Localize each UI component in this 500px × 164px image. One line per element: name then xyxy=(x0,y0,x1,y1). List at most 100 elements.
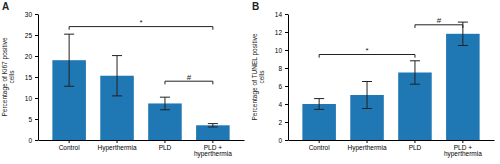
annotation-texts: *# xyxy=(139,18,191,82)
y-tick-label: 2 xyxy=(278,119,282,126)
y-tick-label: 8 xyxy=(278,65,282,72)
x-tick-mark xyxy=(69,140,70,143)
panel: 0 5 10 15 20 25 30 Control Hyperthermia PLD PLD +h… xyxy=(1,1,245,158)
x-tick-label-line: hyperthermia xyxy=(444,150,482,158)
x-tick-label: PLD xyxy=(159,144,172,151)
y-tick-mark xyxy=(285,104,288,105)
y-tick-mark xyxy=(35,77,38,78)
significance-label: # xyxy=(437,16,442,25)
error-bar xyxy=(208,124,218,127)
y-tick: 2 xyxy=(278,119,288,126)
x-tick-label: Control xyxy=(59,144,81,151)
y-tick: 20 xyxy=(25,53,38,60)
error-bar xyxy=(64,34,74,86)
x-tick-label-line: Hyperthermia xyxy=(98,144,137,152)
y-tick-label: 10 xyxy=(25,95,33,102)
significance-label: * xyxy=(365,46,368,55)
x-tick-mark xyxy=(319,140,320,143)
x-tick: PLD xyxy=(159,140,172,151)
y-tick-mark xyxy=(35,119,38,120)
y-tick: 8 xyxy=(278,65,288,72)
y-tick: 15 xyxy=(25,74,38,81)
y-tick: 30 xyxy=(25,11,38,18)
x-tick: PLD +hyperthermia xyxy=(194,140,232,158)
x-tick: Hyperthermia xyxy=(348,140,387,152)
x-tick-label: PLD +hyperthermia xyxy=(194,144,232,159)
y-axis-title-line: cells xyxy=(258,70,265,84)
y-tick: 4 xyxy=(278,101,288,108)
annotation-texts: *# xyxy=(365,16,441,55)
y-tick: 14 xyxy=(275,11,288,18)
y-tick-mark xyxy=(285,50,288,51)
title: A xyxy=(2,1,9,12)
marks xyxy=(52,27,229,140)
x-tick-label: PLD xyxy=(409,144,422,151)
y-tick: 12 xyxy=(275,29,288,36)
y-tick-label: 10 xyxy=(275,47,283,54)
marks xyxy=(302,22,479,140)
x-axis: Control Hyperthermia PLD PLD +hyperthermia xyxy=(39,140,245,158)
y-axis: 0 2 4 6 8 10 12 14 xyxy=(275,11,289,144)
y-tick-mark xyxy=(285,86,288,87)
y-tick-label: 15 xyxy=(25,74,33,81)
x-tick-label: Control xyxy=(309,144,331,151)
x-tick-mark xyxy=(164,140,165,143)
x-tick-mark xyxy=(462,140,463,143)
x-tick-label-line: PLD xyxy=(159,144,172,151)
x-axis: Control Hyperthermia PLD PLD +hyperthermia xyxy=(289,140,495,158)
x-tick-label-line: Hyperthermia xyxy=(348,144,387,152)
y-tick: 25 xyxy=(25,32,38,39)
significance-label: * xyxy=(139,18,142,27)
x-tick-mark xyxy=(414,140,415,143)
y-axis-title: Percentage of Ki67 positivecells xyxy=(1,37,15,117)
y-tick-label: 14 xyxy=(275,11,283,18)
y-tick: 0 xyxy=(28,137,38,144)
x-tick-label: Hyperthermia xyxy=(348,144,387,152)
y-tick-label: 20 xyxy=(25,53,33,60)
y-axis: 0 5 10 15 20 25 30 xyxy=(25,11,39,144)
y-tick: 0 xyxy=(278,137,288,144)
significance-label: # xyxy=(187,73,192,82)
y-axis-title: Percentage of TUNEL positivecells xyxy=(251,33,265,120)
x-tick-label: PLD +hyperthermia xyxy=(444,144,482,159)
y-tick-mark xyxy=(285,122,288,123)
x-tick-label-line: Control xyxy=(309,144,331,151)
panel: 0 2 4 6 8 10 12 14 Control Hyperthermia PLD PLD +hy… xyxy=(251,1,495,158)
x-tick-mark xyxy=(367,140,368,143)
x-tick: Control xyxy=(309,140,331,151)
y-axis-line xyxy=(38,15,39,141)
chart-svg: 051015202530ControlHyperthermiaPLDPLD +h… xyxy=(0,0,500,164)
y-tick-label: 25 xyxy=(25,32,33,39)
y-tick: 5 xyxy=(28,116,38,123)
y-tick-label: 0 xyxy=(28,137,32,144)
y-tick-mark xyxy=(35,56,38,57)
y-tick-label: 12 xyxy=(275,29,283,36)
y-tick-mark xyxy=(35,98,38,99)
y-tick-mark xyxy=(285,32,288,33)
error-bar xyxy=(314,99,324,110)
y-tick: 10 xyxy=(25,95,38,102)
error-bar xyxy=(410,61,420,84)
error-bar xyxy=(112,56,122,96)
y-tick-mark xyxy=(285,68,288,69)
y-tick-mark xyxy=(285,14,288,15)
x-tick-mark xyxy=(117,140,118,143)
y-tick: 10 xyxy=(275,47,288,54)
y-tick-label: 4 xyxy=(278,101,282,108)
x-tick-label-line: hyperthermia xyxy=(194,150,232,158)
x-tick: Hyperthermia xyxy=(98,140,137,152)
y-tick-mark xyxy=(35,14,38,15)
y-tick-mark xyxy=(35,35,38,36)
y-tick-label: 6 xyxy=(278,83,282,90)
x-tick: PLD xyxy=(409,140,422,151)
x-tick-label-line: PLD xyxy=(409,144,422,151)
x-tick-label-line: Control xyxy=(59,144,81,151)
y-axis-line xyxy=(288,15,289,141)
bar xyxy=(446,34,480,140)
y-tick-label: 5 xyxy=(28,116,32,123)
y-tick-mark xyxy=(285,140,288,141)
y-tick: 6 xyxy=(278,83,288,90)
x-tick-mark xyxy=(212,140,213,143)
error-bar xyxy=(160,97,170,110)
y-tick-label: 0 xyxy=(278,137,282,144)
